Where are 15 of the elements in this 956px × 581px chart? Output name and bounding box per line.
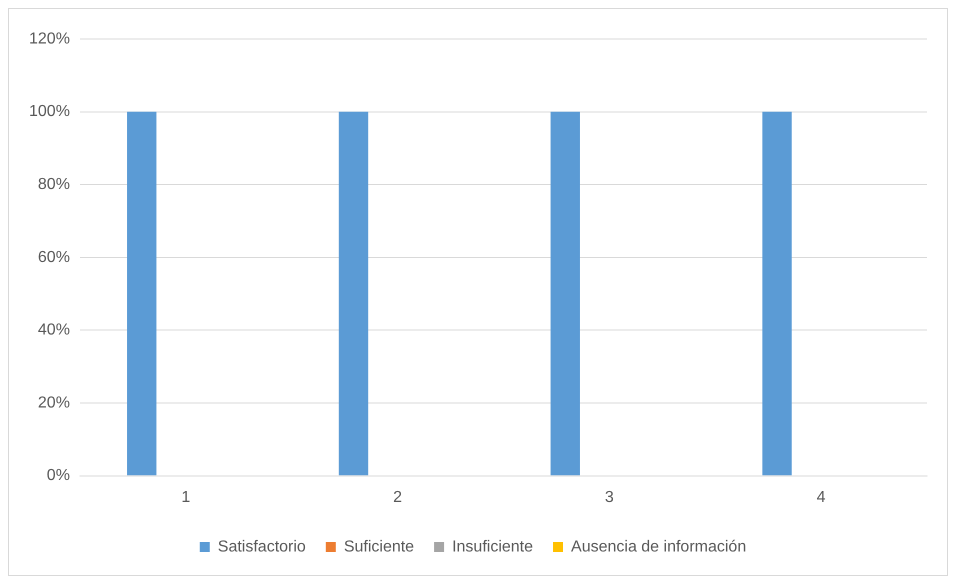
legend-label: Satisfactorio [218, 538, 306, 556]
legend-label: Suficiente [344, 538, 414, 556]
y-tick-label: 40% [38, 322, 70, 339]
x-tick-label: 1 [181, 488, 190, 506]
y-tick-label: 20% [38, 394, 70, 412]
x-tick-label: 3 [604, 488, 614, 506]
y-tick-label: 60% [38, 248, 70, 266]
x-tick-label: 4 [816, 488, 826, 506]
x-tick-label: 2 [393, 488, 402, 506]
y-tick-label: 0% [46, 467, 70, 484]
legend-label: Insuficiente [452, 538, 534, 556]
y-tick-label: 120% [29, 30, 70, 48]
legend-label: Ausencia de información [571, 538, 746, 556]
y-tick-label: 100% [29, 103, 70, 120]
y-tick-label: 80% [38, 176, 70, 194]
